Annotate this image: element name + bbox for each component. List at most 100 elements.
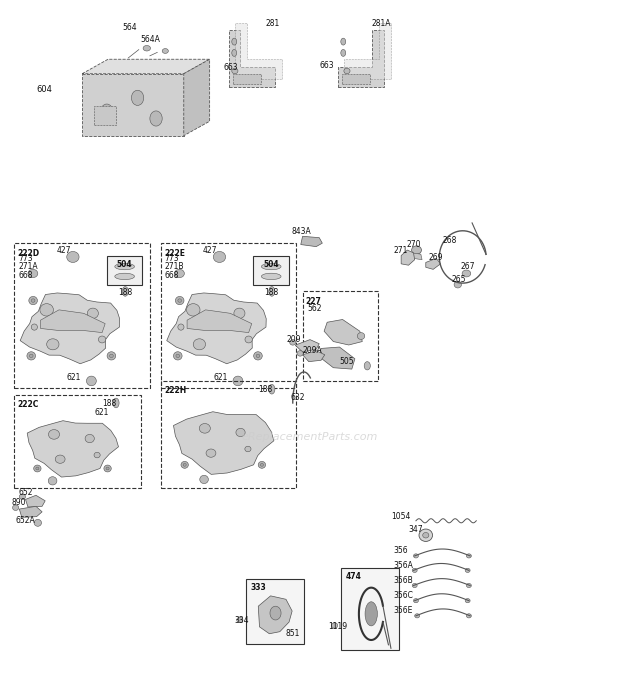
Ellipse shape <box>48 477 57 485</box>
Ellipse shape <box>174 270 184 278</box>
Ellipse shape <box>178 299 182 302</box>
Polygon shape <box>167 293 266 364</box>
Ellipse shape <box>234 308 245 319</box>
Ellipse shape <box>99 336 106 343</box>
Ellipse shape <box>115 273 135 279</box>
Text: 347: 347 <box>409 525 423 534</box>
Ellipse shape <box>341 49 346 56</box>
Text: 427: 427 <box>56 246 71 255</box>
Bar <box>161 243 296 388</box>
Text: 632: 632 <box>290 393 305 402</box>
Ellipse shape <box>181 462 188 468</box>
Polygon shape <box>426 258 441 270</box>
Text: 209A: 209A <box>303 346 322 356</box>
Ellipse shape <box>110 354 113 358</box>
Ellipse shape <box>94 453 100 458</box>
Ellipse shape <box>423 532 429 538</box>
Text: 333: 333 <box>251 583 267 592</box>
Text: 222H: 222H <box>164 387 186 396</box>
Polygon shape <box>338 30 384 87</box>
Ellipse shape <box>414 554 418 558</box>
Polygon shape <box>319 347 355 369</box>
Text: 668: 668 <box>165 271 179 279</box>
Bar <box>303 291 378 381</box>
Polygon shape <box>82 73 184 136</box>
Bar <box>342 74 370 84</box>
Bar <box>14 395 141 488</box>
Ellipse shape <box>48 430 60 439</box>
Text: 621: 621 <box>94 408 109 417</box>
Text: 281: 281 <box>265 19 280 28</box>
Ellipse shape <box>85 435 94 443</box>
Polygon shape <box>187 310 252 333</box>
Text: 1054: 1054 <box>391 511 410 520</box>
Text: 222C: 222C <box>17 401 39 410</box>
Ellipse shape <box>150 111 162 126</box>
Text: 334: 334 <box>235 616 249 625</box>
Text: 1119: 1119 <box>329 622 348 631</box>
Polygon shape <box>324 319 362 345</box>
Ellipse shape <box>466 614 471 618</box>
Text: 227: 227 <box>306 297 322 306</box>
Text: 668: 668 <box>18 271 33 279</box>
Text: 604: 604 <box>36 85 52 94</box>
Ellipse shape <box>270 606 281 620</box>
Polygon shape <box>259 596 292 633</box>
Ellipse shape <box>412 568 417 572</box>
Text: 271: 271 <box>394 246 408 255</box>
Ellipse shape <box>245 446 251 452</box>
Ellipse shape <box>86 376 96 386</box>
Ellipse shape <box>454 281 461 288</box>
Text: 222D: 222D <box>17 249 40 258</box>
Text: 621: 621 <box>213 373 228 382</box>
Text: 652A: 652A <box>16 516 35 525</box>
Ellipse shape <box>262 263 281 270</box>
Ellipse shape <box>206 449 216 457</box>
Ellipse shape <box>412 246 422 254</box>
Polygon shape <box>174 412 274 475</box>
Ellipse shape <box>36 467 39 470</box>
Ellipse shape <box>31 299 35 302</box>
Polygon shape <box>27 421 118 477</box>
Text: 773: 773 <box>18 254 33 263</box>
Ellipse shape <box>232 68 238 73</box>
Text: 209: 209 <box>286 335 301 344</box>
Ellipse shape <box>268 385 275 394</box>
Text: 267: 267 <box>460 263 475 272</box>
Ellipse shape <box>187 304 200 316</box>
Ellipse shape <box>258 462 265 468</box>
Ellipse shape <box>233 376 243 386</box>
Bar <box>161 381 296 488</box>
Bar <box>246 579 304 644</box>
Polygon shape <box>20 293 120 364</box>
Ellipse shape <box>466 584 471 588</box>
Text: 268: 268 <box>443 236 457 245</box>
Text: 356B: 356B <box>394 576 414 585</box>
Polygon shape <box>40 310 105 333</box>
Ellipse shape <box>122 287 128 296</box>
Ellipse shape <box>115 263 135 270</box>
Ellipse shape <box>254 352 262 360</box>
Ellipse shape <box>113 398 119 407</box>
Ellipse shape <box>40 304 53 316</box>
Ellipse shape <box>465 568 470 572</box>
Ellipse shape <box>364 362 370 370</box>
Ellipse shape <box>29 354 33 358</box>
Ellipse shape <box>34 519 42 526</box>
Ellipse shape <box>199 423 210 433</box>
Text: 222E: 222E <box>164 249 185 258</box>
Ellipse shape <box>415 614 420 618</box>
Ellipse shape <box>55 455 65 464</box>
Ellipse shape <box>341 38 346 45</box>
Bar <box>341 568 399 649</box>
Ellipse shape <box>419 529 433 541</box>
Ellipse shape <box>174 352 182 360</box>
Text: 504: 504 <box>264 260 279 269</box>
Ellipse shape <box>193 339 206 350</box>
Text: 843A: 843A <box>291 227 311 236</box>
Ellipse shape <box>256 354 260 358</box>
Ellipse shape <box>33 465 41 472</box>
Text: 188: 188 <box>264 288 278 297</box>
Text: 281A: 281A <box>371 19 391 28</box>
Ellipse shape <box>213 252 226 263</box>
